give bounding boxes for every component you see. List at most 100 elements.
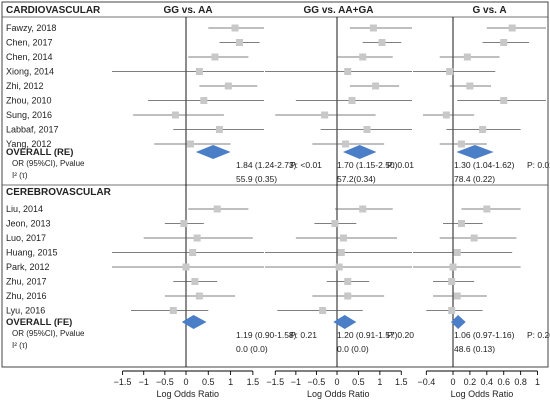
study-estimate-square	[337, 249, 345, 256]
study-label: Xiong, 2014	[6, 67, 54, 77]
x-tick-label: 0.5	[202, 377, 215, 387]
x-tick-label: 1.5	[247, 377, 260, 387]
study-estimate-square	[344, 292, 352, 300]
study-estimate-square	[342, 140, 350, 148]
x-tick-label: 0	[334, 377, 339, 387]
comparison-header-g_a: G vs. A	[472, 5, 506, 16]
study-estimate-square	[171, 111, 179, 119]
study-estimate-square	[215, 126, 223, 133]
study-estimate-square	[457, 220, 465, 227]
study-estimate-square	[448, 307, 456, 314]
study-estimate-square	[193, 234, 201, 242]
study-estimate-square	[466, 82, 474, 90]
x-tick-label: −0.5	[156, 377, 174, 387]
x-tick-label: −1	[291, 377, 301, 387]
x-axis-label-g_a: Log Odds Ratio	[451, 389, 514, 399]
overall-title-1: OVERALL (FE)	[6, 317, 72, 328]
study-label: Zhu, 2016	[6, 291, 47, 301]
overall-p-text: P: 0.20	[387, 330, 414, 340]
x-axis-label-gg_aa: Log Odds Ratio	[156, 389, 219, 399]
x-tick-label: 0.4	[481, 377, 494, 387]
study-estimate-square	[500, 39, 508, 46]
study-estimate-square	[182, 263, 190, 271]
study-estimate-square	[191, 278, 199, 285]
study-estimate-square	[189, 249, 197, 256]
overall-p-text: P: 0.21	[290, 330, 317, 340]
overall-or-text: 1.30 (1.04-1.62)	[454, 160, 515, 170]
overall-i2-text: 0.0 (0.0)	[236, 344, 268, 354]
study-estimate-square	[457, 140, 465, 148]
x-tick-label: −1	[139, 377, 149, 387]
study-estimate-square	[348, 97, 356, 104]
study-estimate-square	[211, 53, 219, 61]
plot-frame	[1, 1, 549, 368]
overall-p-text: P: <0.01	[290, 160, 322, 170]
overall-i2-text: 48.6 (0.13)	[454, 344, 495, 354]
study-label: Huang, 2015	[6, 248, 58, 258]
study-estimate-square	[446, 68, 454, 75]
study-label: Yang, 2012	[6, 139, 51, 149]
study-estimate-square	[344, 278, 352, 285]
comparison-header-gg_aaga: GG vs. AA+GA	[304, 5, 374, 16]
study-estimate-square	[359, 53, 367, 61]
study-label: Sung, 2016	[6, 110, 52, 120]
x-tick-label: 0.2	[464, 377, 477, 387]
study-estimate-square	[195, 292, 203, 300]
study-label: Labbaf, 2017	[6, 125, 59, 135]
study-estimate-square	[359, 205, 367, 213]
study-label: Park, 2012	[6, 262, 50, 272]
x-tick-label: 1.5	[395, 377, 408, 387]
study-estimate-square	[213, 205, 221, 213]
study-label: Luo, 2017	[6, 233, 46, 243]
overall-diamond	[456, 145, 494, 159]
study-estimate-square	[442, 111, 450, 119]
study-estimate-square	[335, 263, 343, 271]
study-estimate-square	[344, 68, 352, 75]
x-axis-label-gg_aaga: Log Odds Ratio	[307, 389, 370, 399]
study-estimate-square	[372, 82, 380, 90]
study-estimate-square	[231, 24, 239, 32]
study-label: Zhi, 2012	[6, 81, 44, 91]
overall-p-text: P: 0.02	[527, 160, 550, 170]
section-title-0: CARDIOVASCULAR	[6, 5, 101, 16]
overall-p-text: P: 0.01	[387, 160, 414, 170]
section-title-1: CEREBROVASCULAR	[6, 187, 112, 198]
overall-i2-text: 55.9 (0.35)	[236, 174, 277, 184]
overall-or-text: 1.20 (0.91-1.57)	[337, 330, 398, 340]
overall-i2-text: 78.4 (0.22)	[454, 174, 495, 184]
study-estimate-square	[321, 111, 329, 119]
overall-diamond	[343, 145, 377, 159]
study-label: Jeon, 2013	[6, 219, 51, 229]
study-estimate-square	[339, 234, 347, 242]
comparison-header-gg_aa: GG vs. AA	[163, 5, 212, 16]
overall-or-text: 1.70 (1.15-2.50)	[337, 160, 398, 170]
study-label: Lyu, 2016	[6, 306, 45, 316]
study-estimate-square	[195, 68, 203, 75]
x-tick-label: 0	[450, 377, 455, 387]
study-label: Fawzy, 2018	[6, 23, 56, 33]
overall-or-text: 1.84 (1.24-2.73)	[236, 160, 297, 170]
study-label: Zhou, 2010	[6, 96, 52, 106]
overall-i2-text: 57.2(0.34)	[337, 174, 376, 184]
overall-diamond	[333, 315, 357, 329]
overall-p-text: P: 0.20	[527, 330, 550, 340]
overall-diamond	[451, 315, 466, 329]
overall-or-text: 1.06 (0.97-1.16)	[454, 330, 515, 340]
study-estimate-square	[470, 234, 478, 242]
study-estimate-square	[449, 263, 457, 271]
study-estimate-square	[483, 205, 491, 213]
study-label: Liu, 2014	[6, 204, 43, 214]
x-tick-label: 1	[228, 377, 233, 387]
x-tick-label: 0.5	[352, 377, 365, 387]
x-tick-label: −0.4	[417, 377, 435, 387]
overall-i2-text: 0.0 (0.0)	[337, 344, 369, 354]
overall-line2-1: I² (τ)	[12, 341, 28, 350]
study-label: Chen, 2014	[6, 52, 53, 62]
study-estimate-square	[453, 249, 461, 256]
x-tick-label: −0.5	[308, 377, 326, 387]
x-tick-label: 0.8	[514, 377, 527, 387]
x-tick-label: 1	[377, 377, 382, 387]
study-estimate-square	[508, 24, 516, 32]
